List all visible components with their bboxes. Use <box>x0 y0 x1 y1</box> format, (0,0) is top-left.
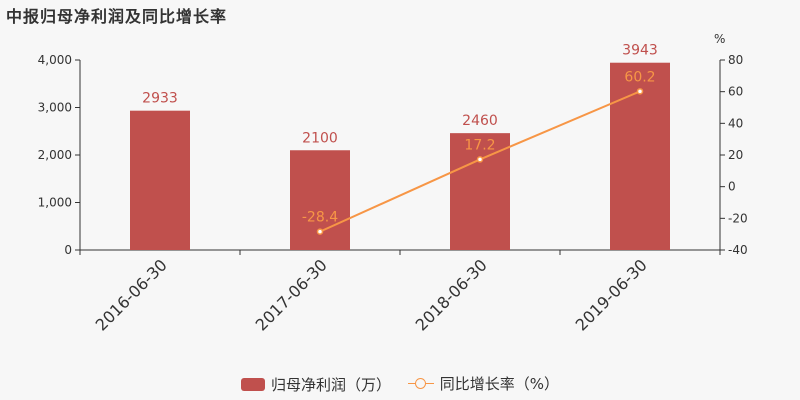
growth-value-label: 17.2 <box>464 137 495 153</box>
legend-item-growth[interactable]: 同比增长率（%） <box>407 373 560 394</box>
bar-value-label: 3943 <box>622 43 658 59</box>
right-tick-label: -40 <box>728 243 748 257</box>
legend-line-label: 同比增长率（%） <box>439 375 560 393</box>
x-category-label: 2016-06-30 <box>92 255 171 334</box>
right-axis-unit: % <box>714 32 725 46</box>
right-tick-label: 60 <box>728 85 743 99</box>
bar <box>290 150 350 250</box>
growth-point <box>476 156 484 163</box>
left-tick-label: 1,000 <box>38 196 72 210</box>
growth-point <box>636 88 644 95</box>
right-tick-label: 0 <box>728 180 736 194</box>
legend-bar-label: 归母净利润（万） <box>270 375 391 394</box>
left-tick-label: 3,000 <box>38 101 72 115</box>
bar <box>450 133 510 250</box>
x-category-label: 2019-06-30 <box>572 255 651 334</box>
right-tick-label: -20 <box>728 211 748 225</box>
growth-value-label: -28.4 <box>302 210 338 226</box>
legend-line-swatch <box>407 377 434 391</box>
left-tick-label: 4,000 <box>38 53 72 67</box>
left-tick-label: 0 <box>64 243 72 257</box>
right-tick-label: 40 <box>728 116 743 130</box>
legend-bar-swatch <box>240 377 265 391</box>
legend-item-profit[interactable]: 归母净利润（万） <box>240 374 391 395</box>
right-tick-label: 20 <box>728 148 743 162</box>
growth-value-label: 60.2 <box>624 69 655 85</box>
bar <box>130 110 190 251</box>
left-tick-label: 2,000 <box>38 148 72 162</box>
x-category-label: 2017-06-30 <box>252 255 331 334</box>
chart-legend: 归母净利润（万） 同比增长率（%） <box>0 373 800 395</box>
growth-point <box>316 228 324 235</box>
right-tick-label: 80 <box>728 53 743 67</box>
bar-value-label: 2933 <box>142 91 178 107</box>
bar-value-label: 2100 <box>302 130 338 146</box>
bar-value-label: 2460 <box>462 113 498 129</box>
chart-title: 中报归母净利润及同比增长率 <box>6 7 228 26</box>
x-category-label: 2018-06-30 <box>412 255 491 334</box>
